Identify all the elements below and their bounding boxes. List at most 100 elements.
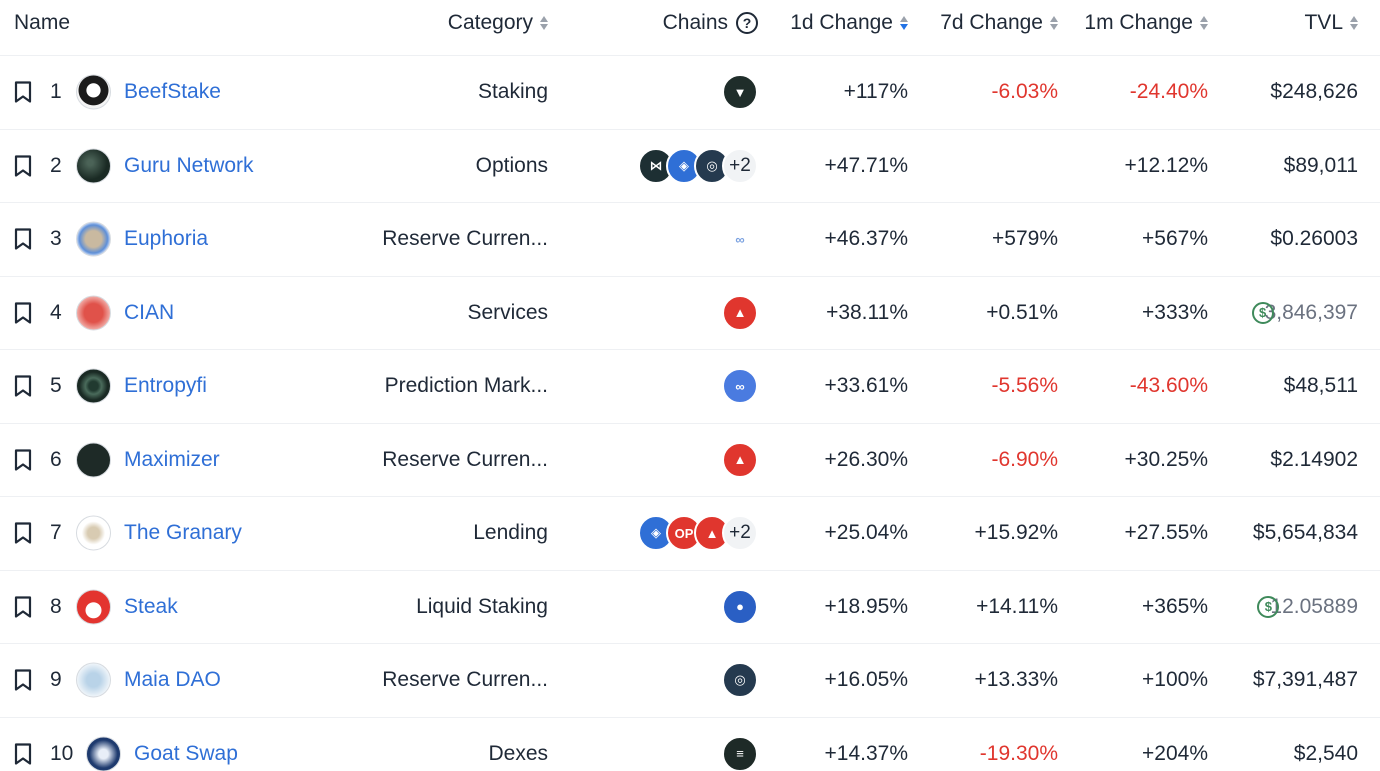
protocol-logo xyxy=(76,589,111,625)
sort-icon[interactable] xyxy=(1350,16,1358,30)
protocol-name-link[interactable]: Maximizer xyxy=(124,447,220,471)
table-row[interactable]: 4 CIAN Services ▲ +38.11% +0.51% +333% $… xyxy=(0,277,1380,350)
col-1m-header[interactable]: 1m Change xyxy=(1084,10,1208,36)
bookmark-icon[interactable] xyxy=(14,155,32,177)
protocol-name-link[interactable]: Euphoria xyxy=(124,227,209,251)
sort-active-icon[interactable] xyxy=(900,16,908,30)
tvl-value: $12.05889 xyxy=(1257,595,1358,619)
more-chains-badge[interactable]: +2 xyxy=(722,147,758,184)
col-tvl-label: TVL xyxy=(1304,11,1343,34)
bookmark-icon[interactable] xyxy=(14,302,32,324)
protocol-name-link[interactable]: Entropyfi xyxy=(124,374,207,398)
sort-icon[interactable] xyxy=(540,16,548,30)
arbitrum-icon[interactable]: ◎ xyxy=(722,662,758,699)
protocol-name-link[interactable]: Goat Swap xyxy=(134,741,238,765)
chain-link-icon[interactable]: ∞ xyxy=(722,221,758,258)
protocol-logo xyxy=(76,515,111,551)
protocol-name-link[interactable]: CIAN xyxy=(124,300,175,324)
chains-list: ▲ xyxy=(722,294,758,331)
rank: 7 xyxy=(50,521,62,545)
table-row[interactable]: 5 Entropyfi Prediction Mark... ∞ +33.61%… xyxy=(0,350,1380,424)
tvl-text: $0.26003 xyxy=(1270,227,1358,251)
table-row[interactable]: 8 Steak Liquid Staking ● +18.95% +14.11%… xyxy=(0,571,1380,644)
change-7d: +579% xyxy=(992,227,1058,251)
tvl-value: $7,391,487 xyxy=(1253,668,1358,692)
table-row[interactable]: 2 Guru Network Options ⋈ ◈ ◎ +2 +47.71% +12… xyxy=(0,130,1380,203)
col-tvl-header[interactable]: TVL xyxy=(1304,10,1358,36)
rank: 5 xyxy=(50,374,62,398)
tvl-value: $5,654,834 xyxy=(1253,521,1358,545)
bookmark-icon[interactable] xyxy=(14,228,32,250)
rank: 3 xyxy=(50,227,62,251)
protocol-logo xyxy=(76,442,111,478)
bookmark-icon[interactable] xyxy=(14,449,32,471)
protocol-name-link[interactable]: Maia DAO xyxy=(124,668,221,692)
tvl-text: 3,846,397 xyxy=(1264,300,1358,324)
bookmark-icon[interactable] xyxy=(14,81,32,103)
category: Options xyxy=(475,153,548,177)
bookmark-icon[interactable] xyxy=(14,743,32,765)
chains-list: ≡ xyxy=(722,735,758,771)
col-7d-header[interactable]: 7d Change xyxy=(940,10,1058,36)
rank: 9 xyxy=(50,668,62,692)
chains-list: ◈ OP ▲ +2 xyxy=(638,515,758,552)
rank: 1 xyxy=(50,80,62,104)
category: Reserve Curren... xyxy=(382,668,548,692)
more-chains-badge[interactable]: +2 xyxy=(722,515,758,552)
tvl-text: $5,654,834 xyxy=(1252,521,1358,545)
change-1m: +204% xyxy=(1142,741,1208,765)
table-row[interactable]: 7 The Granary Lending ◈ OP ▲ +2 +25.04% +15… xyxy=(0,497,1380,571)
solana-icon[interactable]: ≡ xyxy=(722,735,758,771)
col-name-label: Name xyxy=(14,11,71,34)
bookmark-icon[interactable] xyxy=(14,669,32,691)
rank: 6 xyxy=(50,447,62,471)
chains-list: ⋈ ◈ ◎ +2 xyxy=(638,147,758,184)
chains-list: ● xyxy=(722,588,758,625)
category: Prediction Mark... xyxy=(384,374,548,398)
rank: 10 xyxy=(50,741,74,765)
avalanche-icon[interactable]: ▲ xyxy=(722,441,758,478)
protocol-name-link[interactable]: BeefStake xyxy=(124,80,221,104)
protocol-logo xyxy=(76,221,111,257)
bookmark-icon[interactable] xyxy=(14,522,32,544)
protocol-name-link[interactable]: Steak xyxy=(124,594,178,618)
protocol-name-link[interactable]: The Granary xyxy=(124,521,242,545)
rank: 8 xyxy=(50,594,62,618)
chain-v-icon[interactable]: ▼ xyxy=(722,74,758,111)
table-row[interactable]: 1 BeefStake Staking ▼ +117% -6.03% -24.4… xyxy=(0,56,1380,130)
tvl-text: $2,540 xyxy=(1293,741,1358,765)
table-row[interactable]: 10 Goat Swap Dexes ≡ +14.37% -19.30% +20… xyxy=(0,718,1380,771)
col-chains-header: Chains ? xyxy=(663,10,758,36)
col-name-header[interactable]: Name xyxy=(14,10,70,36)
sort-icon[interactable] xyxy=(1200,16,1208,30)
col-category-label: Category xyxy=(447,11,533,34)
change-1d: +25.04% xyxy=(824,521,909,545)
change-1m: -43.60% xyxy=(1129,374,1208,398)
tvl-text: $89,011 xyxy=(1283,153,1358,177)
change-1d: +26.30% xyxy=(824,447,909,471)
tvl-text: $7,391,487 xyxy=(1252,668,1358,692)
bookmark-icon[interactable] xyxy=(14,596,32,618)
col-1d-label: 1d Change xyxy=(790,11,893,34)
bookmark-icon[interactable] xyxy=(14,375,32,397)
table-row[interactable]: 9 Maia DAO Reserve Curren... ◎ +16.05% +… xyxy=(0,644,1380,718)
change-1d: +46.37% xyxy=(824,227,909,251)
avalanche-icon[interactable]: ▲ xyxy=(722,294,758,331)
category: Staking xyxy=(477,80,548,104)
protocol-name-link[interactable]: Guru Network xyxy=(124,153,254,177)
tvl-value: $2,540 xyxy=(1294,742,1358,766)
tvl-text: $48,511 xyxy=(1283,374,1358,398)
polygon-icon[interactable]: ∞ xyxy=(722,368,758,405)
change-1m: -24.40% xyxy=(1129,80,1208,104)
chains-list: ∞ xyxy=(722,221,758,258)
change-1m: +100% xyxy=(1142,668,1208,692)
help-icon[interactable]: ? xyxy=(736,12,758,34)
sort-icon[interactable] xyxy=(1050,16,1058,30)
category: Services xyxy=(467,300,548,324)
col-category-header[interactable]: Category xyxy=(448,10,548,36)
table-row[interactable]: 6 Maximizer Reserve Curren... ▲ +26.30% … xyxy=(0,424,1380,497)
col-1d-header[interactable]: 1d Change xyxy=(790,10,908,36)
tvl-text: $248,626 xyxy=(1270,80,1358,104)
table-row[interactable]: 3 Euphoria Reserve Curren... ∞ +46.37% +… xyxy=(0,203,1380,277)
chain-blue-icon[interactable]: ● xyxy=(722,588,758,625)
